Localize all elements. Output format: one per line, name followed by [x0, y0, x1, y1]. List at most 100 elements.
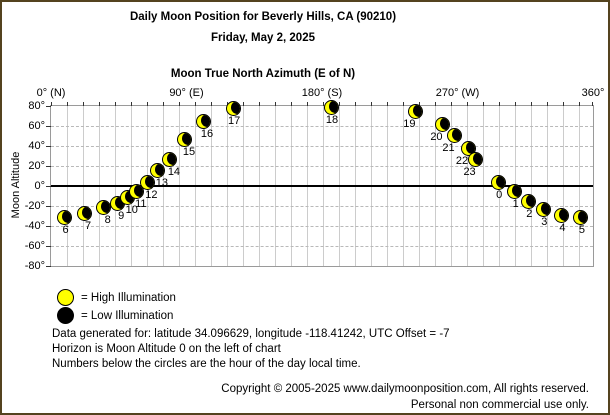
horizontal-gridline: [51, 205, 593, 207]
moon-point-hour-4: [553, 207, 569, 223]
y-tick-label: -40°: [24, 219, 45, 232]
y-tick-mark: [46, 145, 51, 147]
x-tick-mark: [435, 102, 436, 106]
moon-dark-side: [328, 100, 338, 113]
hour-label-19: 19: [403, 118, 416, 130]
usage-line: Personal non commercial use only.: [410, 398, 589, 411]
hour-label-14: 14: [167, 166, 181, 178]
x-tick-label: 360°: [581, 87, 605, 99]
horizontal-gridline: [51, 225, 593, 227]
hour-label-8: 8: [104, 214, 111, 226]
hour-label-11: 11: [135, 198, 147, 210]
hour-label-23: 23: [463, 166, 476, 178]
y-tick-label: -60°: [24, 239, 45, 252]
moon-point-hour-3: [535, 201, 551, 217]
x-tick-label: 0° (N): [36, 87, 66, 99]
horizontal-gridline: [51, 125, 593, 127]
moon-dark-side: [230, 101, 240, 114]
moon-dark-side: [200, 114, 210, 127]
x-tick-mark: [339, 102, 340, 106]
y-tick-label: 0°: [34, 179, 45, 192]
moon-point-hour-17: [225, 100, 241, 116]
y-tick-mark: [46, 105, 51, 107]
x-tick-mark: [323, 102, 324, 106]
moon-dark-side: [134, 184, 144, 197]
y-tick-label: -20°: [24, 199, 45, 212]
low-illumination-moon-icon: [57, 307, 74, 324]
moon-dark-side: [465, 141, 475, 154]
hour-label-2: 2: [526, 208, 533, 220]
y-tick-mark: [46, 205, 51, 207]
moon-dark-side: [62, 210, 72, 223]
moon-point-hour-15: [177, 131, 193, 147]
hour-label-4: 4: [559, 222, 566, 234]
page-title: Daily Moon Position for Beverly Hills, C…: [129, 11, 397, 23]
x-tick-label: 270° (W): [435, 87, 480, 99]
plot-area: 80° 60° 40° 20° 0° -20° -40° -60° -80° 0° (N) 90° …: [25, 87, 605, 272]
copyright-footer: Copyright © 2005-2025 www.dailymoonposit…: [221, 382, 589, 413]
moon-dark-side: [167, 152, 177, 165]
x-tick-mark: [579, 102, 580, 106]
hour-label-21: 21: [442, 142, 455, 154]
moon-point-hour-19: [407, 103, 423, 119]
y-tick-mark: [46, 165, 51, 167]
x-tick-mark: [163, 102, 164, 106]
hour-label-7: 7: [85, 220, 92, 232]
x-tick-mark: [195, 102, 196, 106]
moon-point-hour-18: [323, 99, 339, 115]
high-illumination-moon-icon: [57, 289, 74, 306]
y-tick-label: 60°: [28, 119, 45, 132]
moon-point-hour-1: [507, 183, 523, 199]
moon-dark-side: [451, 128, 461, 141]
hour-label-17: 17: [228, 115, 241, 127]
moon-point-hour-14: [162, 151, 178, 167]
hour-label-20: 20: [430, 131, 443, 143]
moon-point-hour-20: [434, 116, 450, 132]
y-tick-label: 80°: [28, 99, 45, 112]
hour-label-10: 10: [125, 204, 138, 216]
chart-axis-title: Moon True North Azimuth (E of N): [170, 68, 356, 80]
hour-label-9: 9: [118, 210, 125, 222]
horizontal-gridline: [51, 145, 593, 147]
x-tick-mark: [403, 102, 404, 106]
y-tick-mark: [46, 185, 51, 187]
moon-dark-side: [155, 163, 165, 176]
note-hours: Numbers below the circles are the hour o…: [52, 358, 361, 370]
x-tick-mark: [592, 102, 593, 106]
x-tick-mark: [291, 102, 292, 106]
legend-item-low-illumination: = Low Illumination: [57, 307, 173, 324]
note-location: Data generated for: latitude 34.096629, …: [52, 328, 450, 340]
moon-point-hour-11: [129, 183, 145, 199]
moon-point-hour-7: [76, 205, 92, 221]
x-tick-mark: [371, 102, 372, 106]
moon-point-hour-5: [573, 209, 589, 225]
x-tick-mark: [51, 102, 52, 106]
hour-label-0: 0: [496, 189, 503, 201]
y-tick-label: 20°: [28, 159, 45, 172]
horizontal-gridline: [51, 165, 593, 167]
hour-label-12: 12: [145, 189, 158, 201]
y-tick-label: 40°: [28, 139, 45, 152]
x-tick-label: 90° (E): [169, 87, 204, 99]
x-tick-mark: [467, 102, 468, 106]
legend-item-high-illumination: = High Illumination: [57, 289, 176, 306]
moon-dark-side: [81, 206, 91, 219]
y-tick-mark: [46, 125, 51, 127]
hour-label-5: 5: [578, 224, 586, 236]
moon-dark-side: [182, 132, 192, 145]
x-tick-mark: [243, 102, 244, 106]
moon-dark-side: [525, 194, 535, 207]
x-tick-mark: [275, 102, 276, 106]
x-tick-label: 180° (S): [301, 87, 343, 99]
hour-label-18: 18: [325, 114, 339, 126]
moon-dark-side: [558, 208, 568, 221]
moon-dark-side: [495, 175, 505, 188]
hour-label-22: 22: [455, 155, 469, 167]
moon-dark-side: [144, 175, 154, 188]
moon-point-hour-2: [520, 193, 536, 209]
note-horizon: Horizon is Moon Altitude 0 on the left o…: [52, 343, 281, 355]
copyright-line: Copyright © 2005-2025 www.dailymoonposit…: [221, 383, 589, 395]
legend-label-low: = Low Illumination: [81, 309, 174, 322]
y-tick-mark: [46, 245, 51, 247]
moon-point-hour-16: [195, 113, 211, 129]
